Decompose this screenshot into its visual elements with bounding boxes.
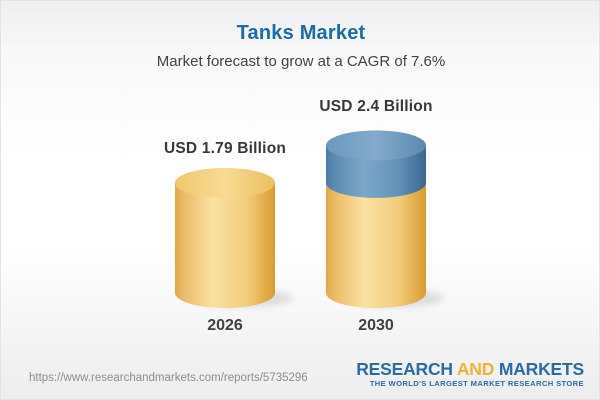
category-label-2026: 2026	[207, 317, 243, 334]
value-label-2026: USD 1.79 Billion	[163, 140, 287, 157]
research-and-markets-logo[interactable]: RESEARCH AND MARKETS THE WORLD'S LARGEST…	[356, 360, 584, 389]
logo-word-and: AND	[456, 359, 495, 379]
cylinder-top-2030-blue	[326, 130, 426, 161]
page-title: Tanks Market	[236, 22, 366, 44]
report-url-link[interactable]: https://www.researchandmarkets.com/repor…	[29, 372, 308, 384]
logo-wordmark: RESEARCH AND MARKETS	[356, 360, 584, 378]
page-subtitle: Market forecast to grow at a CAGR of 7.6…	[156, 53, 446, 70]
cylinder-body-2030-gold	[326, 182, 426, 308]
logo-word-markets: MARKETS	[498, 359, 584, 379]
logo-word-research: RESEARCH	[356, 359, 453, 379]
logo-tagline: THE WORLD'S LARGEST MARKET RESEARCH STOR…	[369, 379, 584, 389]
cylinder-bars	[175, 130, 444, 308]
cylinder-body-2030-blue	[326, 145, 426, 198]
cylinder-top-2026-gold	[175, 167, 275, 198]
cylinder-body-2026-gold	[175, 182, 275, 308]
category-label-2030: 2030	[358, 317, 394, 334]
value-label-2030: USD 2.4 Billion	[319, 98, 433, 115]
